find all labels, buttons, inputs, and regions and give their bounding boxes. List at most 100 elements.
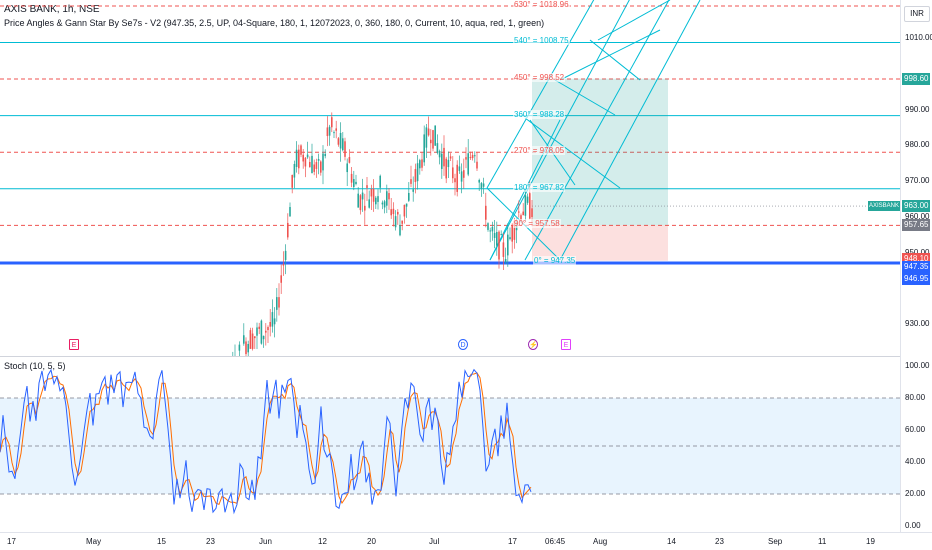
candle-body [364,205,366,211]
candle-body [379,175,381,188]
gann-grid-line [597,0,671,41]
candle-body [414,169,417,183]
candle-body [471,154,474,159]
candle-body [500,234,502,236]
candle-body [195,384,197,388]
time-tick-label: May [86,537,102,546]
candle-body [513,220,516,240]
candle-body [258,326,260,329]
time-tick-label: 12 [318,537,327,546]
time-tick-label: 23 [206,537,215,546]
gann-angle-line [486,0,595,189]
candle-body [256,327,258,336]
candle-body [372,188,375,202]
candle-body [245,341,247,355]
candle-body [511,225,513,242]
candle-body [419,160,421,169]
target-price-label: 998.60 [902,72,930,85]
candle-body [447,159,450,168]
candle-body [350,173,353,183]
candle-body [401,220,403,224]
candle-body [436,143,439,153]
time-tick-label: 20 [367,537,376,546]
chart-title: AXIS BANK, 1h, NSE [4,4,100,15]
gann-level-label: 630° = 1018.96 [513,0,570,9]
candle-body [273,318,276,325]
stoch-legend[interactable]: Stoch (10, 5, 5) [4,361,66,371]
candle-body [493,232,496,238]
candle-body [434,125,436,146]
gann-level-label: 540° = 1008.75 [513,36,570,46]
candle-body [427,128,430,136]
candle-body [509,237,511,240]
candle-body [485,205,487,220]
blue-price-label-2: 946.95 [902,272,930,285]
candle-body [324,153,326,157]
gann-level-label: 270° = 978.05 [513,146,566,156]
stoch-tick-label: 40.00 [905,457,926,466]
price-tick-label: 950.00 [905,247,930,257]
candle-body [230,374,232,378]
price-tick-label: 930.00 [905,319,930,328]
candle-body [238,344,241,351]
earnings-event-icon-may[interactable]: E [69,339,79,350]
gann-level-label: 90° = 957.58 [513,219,561,229]
candle-body [184,385,186,390]
gann-grid-line [559,29,661,81]
candle-body [295,149,298,167]
symbol-price-badge: AXISBANK [868,201,900,211]
candle-body [386,191,388,206]
gann-level-label: 0° = 947.35 [533,255,577,265]
candle-body [326,127,329,137]
candle-body [254,336,256,339]
split-event-icon[interactable]: ⚡ [528,339,538,350]
candle-body [203,372,205,390]
pane-separator[interactable] [0,356,900,357]
indicator-legend[interactable]: Price Angles & Gann Star By Se7s - V2 (9… [4,18,545,28]
candle-body [219,372,221,386]
price-tick-label: 970.00 [905,176,930,185]
candle-body [339,132,342,149]
candle-body [291,175,293,188]
gann-level-label: 360° = 988.28 [513,109,566,119]
candle-body [520,215,522,221]
gann-level-label: 180° = 967.82 [513,182,566,192]
candle-body [287,222,289,238]
time-tick-label: Jun [259,537,272,546]
earnings-event-icon-jul[interactable]: E [561,339,571,350]
candle-body [432,130,434,149]
candle-body [265,330,267,333]
time-tick-label: 23 [715,537,724,546]
time-tick-label: Jul [429,537,440,546]
candle-body [423,134,425,163]
price-tick-label: 1010.00 [905,33,932,42]
candle-body [228,365,230,385]
candle-body [217,387,219,388]
candle-body [317,159,320,161]
candle-body [355,181,357,185]
time-tick-label: Sep [768,537,783,546]
currency-button[interactable]: INR [904,6,930,22]
candle-body [502,242,505,257]
blue-price-label-1: 947.35 [902,260,930,273]
candle-body [489,230,491,232]
time-tick-label: 06:45 [545,537,566,546]
candle-body [449,156,452,159]
candle-body [206,380,208,386]
candle-body [388,193,390,200]
last-price-label: 963.00 [902,200,930,213]
gann-angle-line [489,0,630,261]
dividend-event-icon[interactable]: D [458,339,468,350]
candle-body [313,164,315,172]
candle-body [383,201,386,208]
candle-body [346,163,348,173]
price-tick-label: 980.00 [905,140,930,150]
candle-body [269,322,271,327]
candle-body [322,153,324,171]
candle-body [315,162,318,169]
candle-body [412,189,414,192]
candle-body [410,179,412,184]
candle-body [394,216,397,228]
stoch-d-line [0,372,532,506]
